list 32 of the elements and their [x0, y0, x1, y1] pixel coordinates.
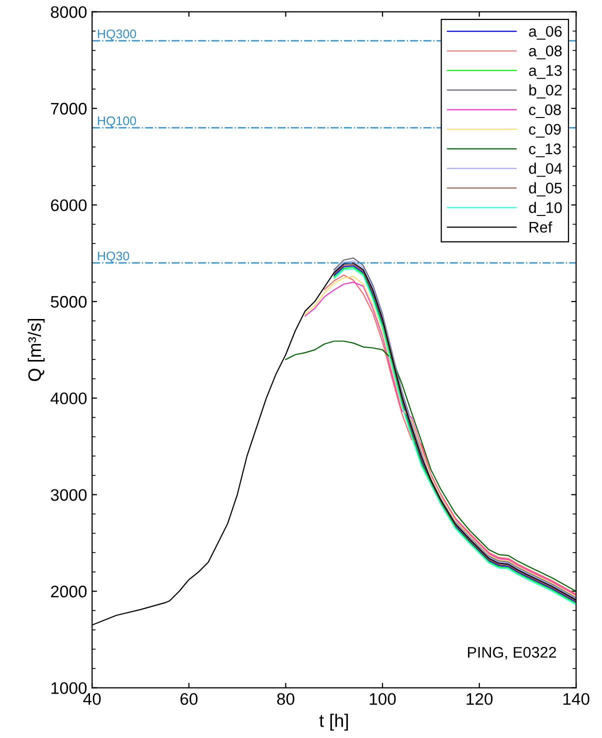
y-tick-label: 6000 — [51, 199, 87, 212]
legend-label: c_09 — [529, 124, 561, 138]
y-axis-title: Q [m³/s] — [28, 319, 45, 382]
legend-label: Ref — [530, 221, 552, 233]
y-tick-label: 5000 — [50, 296, 87, 308]
x-axis-title: t [h] — [319, 714, 348, 731]
x-tick-label: 140 — [563, 693, 590, 705]
legend-label: c_13 — [529, 143, 561, 158]
legend-label: d_10 — [529, 202, 562, 216]
legend-label: c_08 — [529, 104, 561, 118]
x-tick-label: 80 — [277, 693, 294, 705]
y-tick-label: 1000 — [51, 682, 87, 694]
x-tick-label: 100 — [370, 693, 396, 705]
y-tick-label: 4000 — [50, 392, 87, 404]
x-tick-label: 60 — [180, 693, 198, 705]
y-tick-label: 8000 — [50, 6, 87, 18]
y-tick-label: 2000 — [51, 586, 87, 598]
annotation: PING, E0322 — [468, 646, 556, 660]
legend-label: d_05 — [529, 182, 562, 196]
legend-label: b_02 — [529, 84, 562, 98]
ref-line-label: HQ300 — [98, 29, 136, 41]
y-tick-label: 3000 — [50, 489, 87, 501]
x-tick-label: 120 — [466, 693, 493, 705]
legend-label: a_08 — [529, 46, 562, 60]
x-tick-label: 40 — [83, 693, 101, 705]
legend-label: d_04 — [529, 162, 562, 177]
legend-label: a_06 — [529, 26, 562, 40]
ref-line-label: HQ100 — [98, 116, 136, 128]
y-tick-label: 7000 — [51, 102, 87, 115]
ref-line-label: HQ30 — [98, 252, 130, 263]
line-series — [285, 340, 576, 592]
legend-label: a_13 — [529, 65, 562, 79]
